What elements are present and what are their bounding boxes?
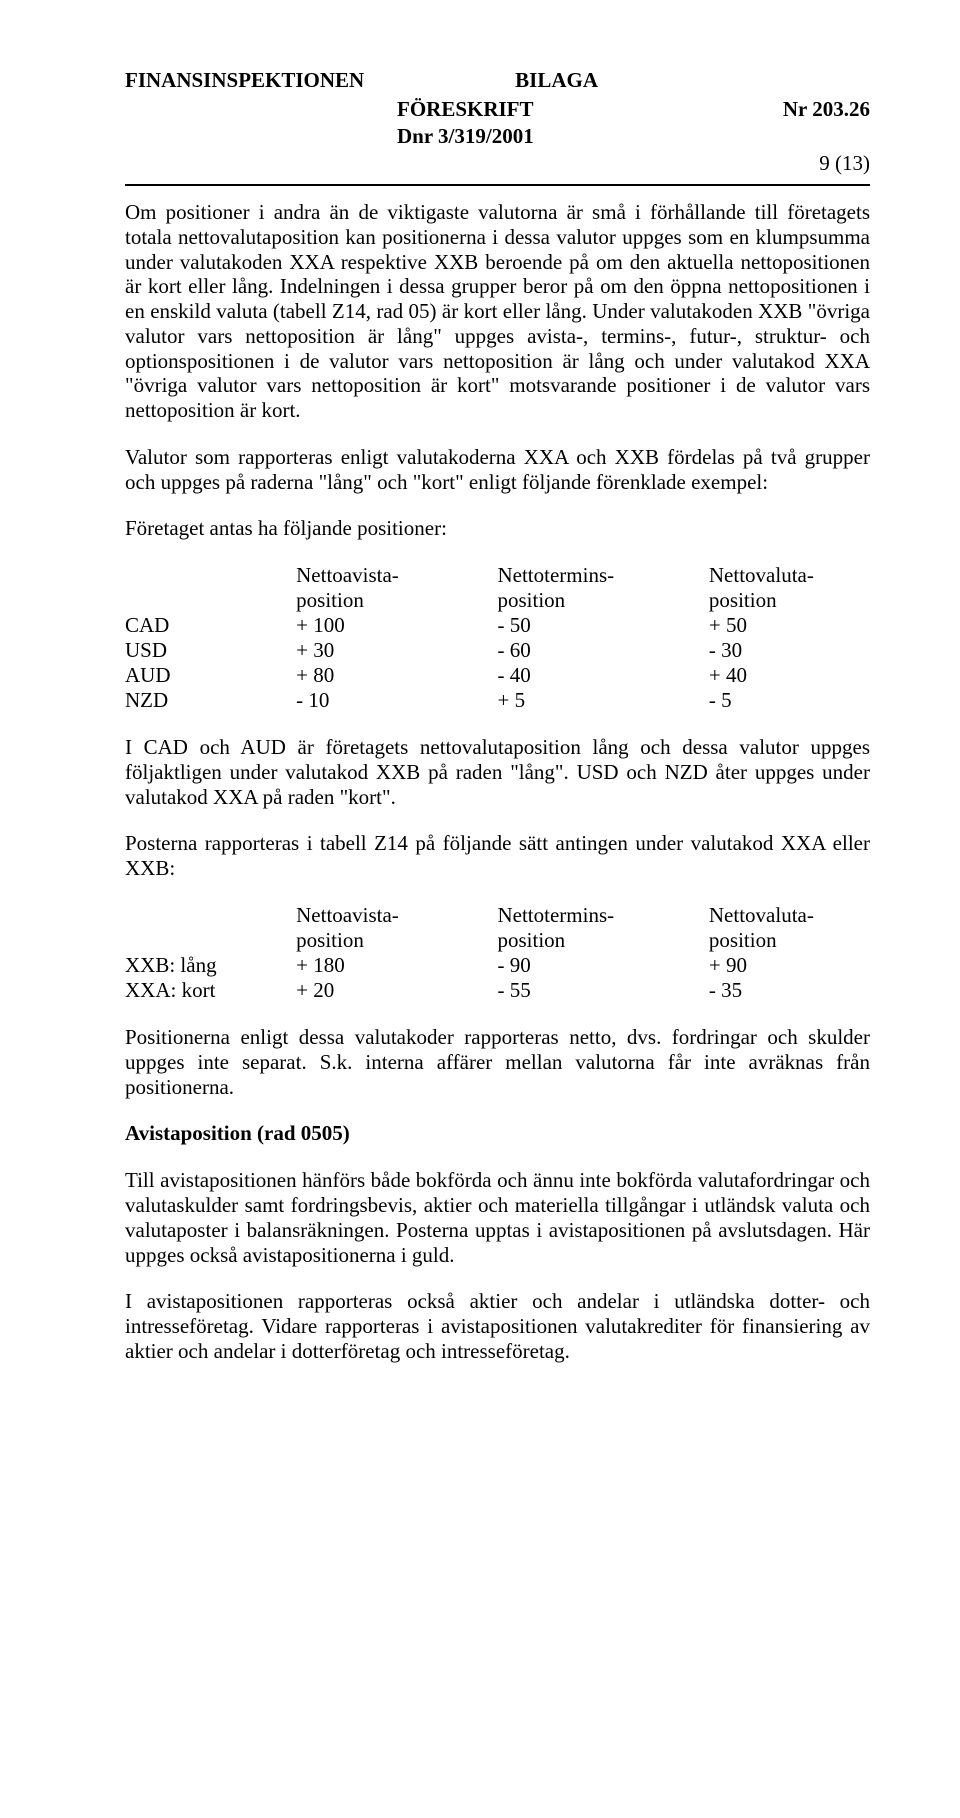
col-header: position — [497, 928, 565, 952]
paragraph-6: Positionerna enligt dessa valutakoder ra… — [125, 1025, 870, 1099]
cell: - 60 — [497, 638, 708, 663]
cell: + 50 — [709, 613, 870, 638]
cell: - 90 — [497, 953, 708, 978]
col-header: position — [296, 928, 364, 952]
section-heading: Avistaposition (rad 0505) — [125, 1121, 870, 1146]
header-doc-type: BILAGA — [515, 68, 598, 93]
cell: + 80 — [296, 663, 497, 688]
row-label: USD — [125, 638, 296, 663]
paragraph-4: I CAD och AUD är företagets nettovalutap… — [125, 735, 870, 809]
table-row: AUD + 80 - 40 + 40 — [125, 663, 870, 688]
positions-table-1: Nettoavista-position Nettotermins-positi… — [125, 563, 870, 713]
cell: - 5 — [709, 688, 870, 713]
row-label: XXA: kort — [125, 978, 296, 1003]
table-header-row: Nettoavista-position Nettotermins-positi… — [125, 563, 870, 613]
cell: - 10 — [296, 688, 497, 713]
cell: + 30 — [296, 638, 497, 663]
cell: - 55 — [497, 978, 708, 1003]
table-row: CAD + 100 - 50 + 50 — [125, 613, 870, 638]
table-row: NZD - 10 + 5 - 5 — [125, 688, 870, 713]
col-header: Nettovaluta- — [709, 903, 814, 927]
row-label: XXB: lång — [125, 953, 296, 978]
document-page: FINANSINSPEKTIONEN BILAGA FÖRESKRIFT Nr … — [0, 0, 960, 1818]
page-number: 9 (13) — [125, 151, 870, 176]
row-label: CAD — [125, 613, 296, 638]
header-nr: Nr 203.26 — [783, 97, 870, 122]
table-header-row: Nettoavista-position Nettotermins-positi… — [125, 903, 870, 953]
paragraph-7: Till avistapositionen hänförs både bokfö… — [125, 1168, 870, 1267]
paragraph-8: I avistapositionen rapporteras också akt… — [125, 1289, 870, 1363]
col-header: Nettotermins- — [497, 903, 614, 927]
col-header: Nettoavista- — [296, 563, 399, 587]
cell: + 100 — [296, 613, 497, 638]
table-row: USD + 30 - 60 - 30 — [125, 638, 870, 663]
row-label: NZD — [125, 688, 296, 713]
paragraph-1: Om positioner i andra än de viktigaste v… — [125, 200, 870, 423]
cell: - 40 — [497, 663, 708, 688]
header-row-2: FÖRESKRIFT Nr 203.26 — [125, 97, 870, 122]
col-header: position — [709, 588, 777, 612]
cell: + 40 — [709, 663, 870, 688]
cell: - 50 — [497, 613, 708, 638]
header-row-1: FINANSINSPEKTIONEN BILAGA — [125, 68, 870, 93]
col-header: position — [497, 588, 565, 612]
cell: + 5 — [497, 688, 708, 713]
table-row: XXB: lång + 180 - 90 + 90 — [125, 953, 870, 978]
paragraph-2: Valutor som rapporteras enligt valutakod… — [125, 445, 870, 495]
header-divider — [125, 184, 870, 186]
cell: + 180 — [296, 953, 497, 978]
cell: + 20 — [296, 978, 497, 1003]
cell: + 90 — [709, 953, 870, 978]
cell: - 30 — [709, 638, 870, 663]
row-label: AUD — [125, 663, 296, 688]
cell: - 35 — [709, 978, 870, 1003]
col-header: position — [709, 928, 777, 952]
positions-table-2: Nettoavista-position Nettotermins-positi… — [125, 903, 870, 1003]
col-header: position — [296, 588, 364, 612]
table-row: XXA: kort + 20 - 55 - 35 — [125, 978, 870, 1003]
col-header: Nettotermins- — [497, 563, 614, 587]
paragraph-3: Företaget antas ha följande positioner: — [125, 516, 870, 541]
col-header: Nettovaluta- — [709, 563, 814, 587]
header-dnr: Dnr 3/319/2001 — [397, 124, 870, 149]
header-org: FINANSINSPEKTIONEN — [125, 68, 364, 93]
col-header: Nettoavista- — [296, 903, 399, 927]
paragraph-5: Posterna rapporteras i tabell Z14 på föl… — [125, 831, 870, 881]
header-subtitle: FÖRESKRIFT — [397, 97, 534, 122]
